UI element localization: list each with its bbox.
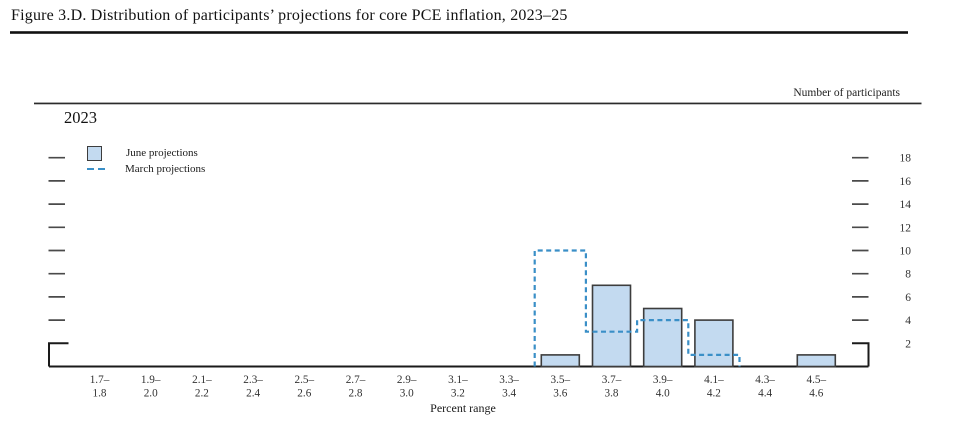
x-tick-label: 3.5– [551,374,571,386]
x-tick-label: 2.3– [243,374,263,386]
x-tick-label: 3.1– [448,374,468,386]
y-tick-label: 4 [905,315,911,327]
june-bar-swatch-icon [87,145,102,161]
x-tick-label: 2.7– [346,374,366,386]
y-tick-label: 12 [900,222,912,234]
x-tick-label: 3.3– [499,374,519,386]
x-tick-label: 4.0 [656,388,670,400]
panel-top-rule [34,102,922,105]
x-tick-label: 4.5– [807,374,827,386]
y-tick-label: 8 [905,269,911,281]
y-tick-label: 6 [905,292,911,304]
x-tick-label: 4.4 [758,388,772,400]
june-bar [796,354,837,368]
figure-title: Figure 3.D. Distribution of participants… [11,7,568,24]
june-bar [694,319,734,368]
legend-label-march: March projections [125,163,206,175]
x-tick-label: 1.7– [90,374,110,386]
y-tick-label: 10 [900,246,912,258]
x-tick-label: 3.0 [400,388,414,400]
x-tick-label: 1.8 [93,388,107,400]
x-tick-label: 2.0 [144,388,158,400]
panel-year-label: 2023 [64,108,97,127]
x-tick-label: 3.9– [653,374,673,386]
y-axis-header: Number of participants [793,87,900,99]
x-tick-label: 3.7– [602,374,622,386]
x-tick-label: 4.6 [809,388,823,400]
x-tick-label: 2.2 [195,388,209,400]
legend-label-june: June projections [126,147,198,159]
x-tick-label: 3.2 [451,388,465,400]
x-tick-label: 4.2 [707,388,721,400]
x-tick-label: 2.8 [349,388,363,400]
axis-end-stub-left [48,342,69,367]
june-bar [642,307,683,368]
legend: June projections March projections [87,145,205,177]
y-tick-label: 14 [900,199,912,211]
x-tick-label: 3.4 [502,388,516,400]
y-tick-label: 2 [905,338,911,350]
axis-end-stub-right [852,342,870,367]
legend-row-june: June projections [87,145,205,161]
y-tick-label: 18 [900,153,912,165]
x-axis-label: Percent range [430,401,496,415]
x-tick-label: 1.9– [141,374,161,386]
y-tick-label: 16 [900,176,912,188]
legend-row-march: March projections [87,161,205,177]
march-dash-swatch-icon [87,167,109,171]
x-tick-label: 4.3– [755,374,775,386]
x-tick-label: 2.6 [297,388,311,400]
x-tick-label: 2.1– [192,374,212,386]
x-tick-label: 2.9– [397,374,417,386]
x-tick-label: 3.8 [605,388,619,400]
x-tick-label: 3.6 [553,388,567,400]
title-rule [10,31,908,34]
june-bar [540,354,581,368]
x-tick-label: 4.1– [704,374,724,386]
x-tick-label: 2.4 [246,388,260,400]
x-tick-label: 2.5– [295,374,315,386]
june-bar [591,284,632,368]
